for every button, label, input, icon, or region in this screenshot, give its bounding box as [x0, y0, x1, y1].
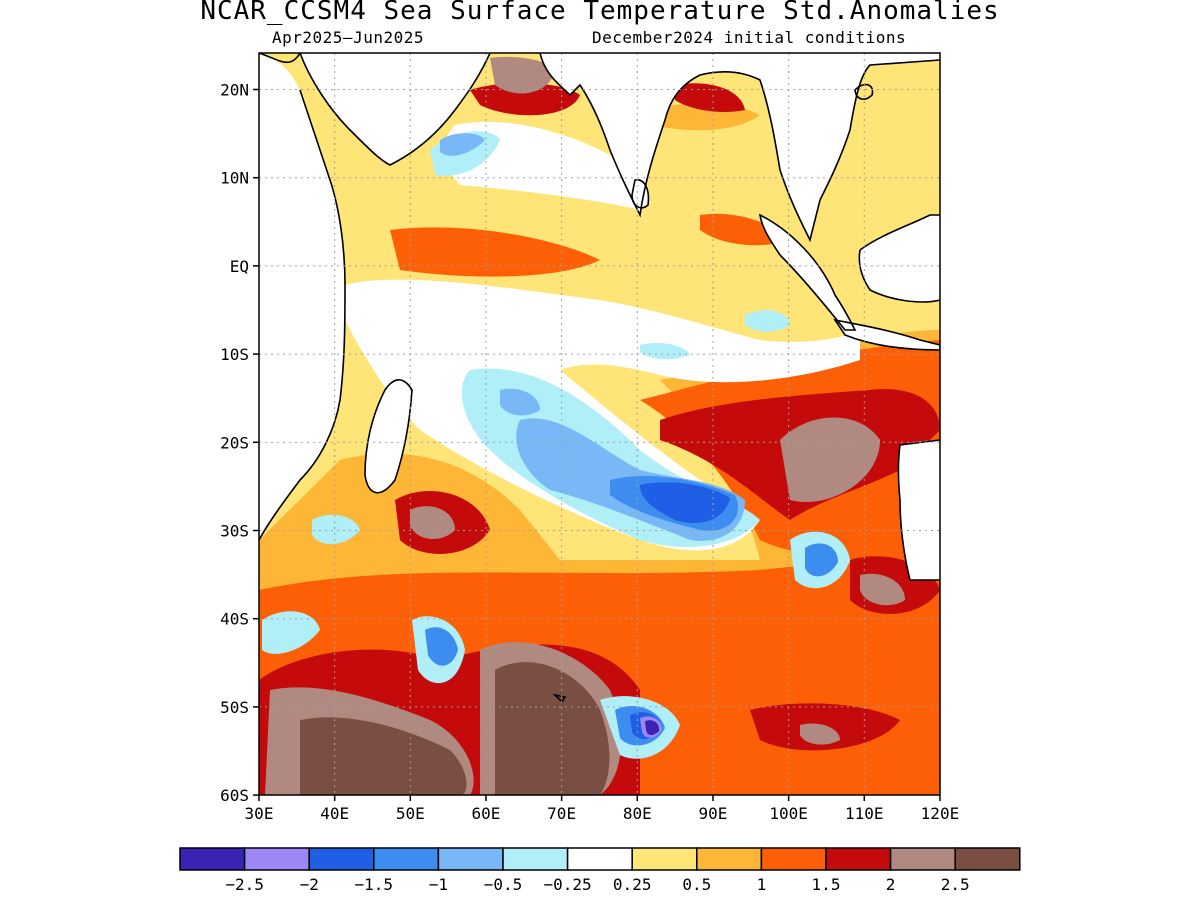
land-australia — [898, 440, 940, 580]
near-zero-band — [345, 279, 860, 551]
contour-s-darkbrown — [495, 662, 610, 795]
color-scale-label: 0.25 — [613, 875, 652, 894]
land-madagascar — [365, 379, 412, 493]
anomaly-field — [259, 53, 940, 795]
blue-band-3 — [640, 482, 730, 524]
w-cyan — [262, 611, 320, 654]
lat-label: 30S — [220, 522, 249, 541]
contour-arabia-red — [470, 83, 580, 116]
latitude-labels: 20N 10N EQ 10S 20S 30S 40S 50S 60S — [220, 81, 259, 805]
plot-frame — [258, 52, 941, 796]
land-africa — [259, 53, 345, 540]
coast-borneo — [858, 214, 940, 303]
color-swatch — [179, 847, 246, 871]
initial-conditions: December2024 initial conditions — [592, 28, 907, 47]
color-swatch — [373, 847, 440, 871]
color-scale-label: −0.5 — [484, 875, 523, 894]
sw-cyan — [312, 514, 360, 545]
coast-africa-north — [259, 53, 301, 64]
color-swatch — [760, 847, 827, 871]
land-sumatra — [760, 215, 855, 330]
color-swatch — [889, 847, 956, 871]
color-scale-label: −1.5 — [355, 875, 394, 894]
lon-label: 70E — [547, 804, 576, 823]
contour-arabia-brown — [490, 56, 555, 94]
longitude-labels: 30E 40E 50E 60E 70E 80E 90E 100E 110E 120E — [245, 795, 960, 823]
s-deep-purple — [645, 720, 660, 736]
lon-label: 110E — [845, 804, 884, 823]
coast-australia — [897, 439, 940, 581]
color-scale-labels: −2.5 −2 −1.5 −1 −0.5 −0.25 0.25 0.5 1 1.5 2 2.5 — [225, 875, 969, 894]
color-scale-label: −0.25 — [544, 875, 592, 894]
coast-sumatra — [758, 213, 857, 331]
color-swatch — [825, 847, 892, 871]
forecast-period: Apr2025–Jun2025 — [272, 28, 424, 47]
lon-label: 100E — [769, 804, 808, 823]
se-blue — [805, 543, 838, 577]
lat-label: 20S — [220, 433, 249, 452]
lon-label: 60E — [472, 804, 501, 823]
lat-label: 50S — [220, 698, 249, 717]
coast-africa-east — [259, 89, 346, 541]
lat-label: 20N — [220, 81, 249, 100]
coast-hainan — [854, 83, 874, 100]
lat-label: EQ — [230, 257, 249, 276]
color-scale-label: 2.5 — [941, 875, 970, 894]
color-scale-label: −2 — [300, 875, 319, 894]
graticule — [259, 53, 940, 795]
color-swatch — [502, 847, 569, 871]
color-scale-bar — [179, 847, 1021, 871]
contour-bob-deep-orange — [700, 213, 790, 246]
contour-sw-darkbrown — [300, 717, 467, 795]
coast-kerguelen — [552, 693, 567, 704]
lon-label: 30E — [245, 804, 274, 823]
land-borneo — [859, 215, 940, 302]
color-swatch — [631, 847, 698, 871]
coast-sri-lanka — [631, 179, 650, 209]
lon-label: 120E — [921, 804, 960, 823]
coast-java — [833, 318, 940, 351]
color-scale-label: −1 — [429, 875, 448, 894]
contour-sse-brown — [800, 723, 840, 745]
coast-india-indochina — [539, 53, 940, 243]
contour-eq-deep-orange — [390, 227, 600, 277]
color-swatch — [696, 847, 763, 871]
contour-bay-red — [675, 83, 745, 112]
land-asia — [259, 53, 940, 240]
coastlines — [259, 53, 940, 704]
map-title: NCAR_CCSM4 Sea Surface Temperature Std.A… — [200, 0, 1000, 26]
coast-arabia — [299, 53, 491, 166]
lat-label: 10S — [220, 345, 249, 364]
color-scale-label: −2.5 — [225, 875, 264, 894]
color-scale-label: 1 — [757, 875, 767, 894]
lat-label: 60S — [220, 786, 249, 805]
blue-blob-1 — [500, 388, 540, 416]
color-swatch — [243, 847, 310, 871]
lon-label: 80E — [623, 804, 652, 823]
color-scale-label: 0.5 — [682, 875, 711, 894]
color-swatch — [566, 847, 633, 871]
color-swatch — [308, 847, 375, 871]
lon-label: 90E — [699, 804, 728, 823]
land-java — [835, 320, 940, 350]
lat-label: 40S — [220, 610, 249, 629]
contour-se-brown — [860, 573, 905, 606]
lon-label: 40E — [320, 804, 349, 823]
color-scale-label: 2 — [886, 875, 896, 894]
contour-east-brown — [780, 417, 880, 502]
arabian-sea-blue — [440, 133, 485, 156]
land-sri-lanka — [632, 179, 649, 208]
lat-label: 10N — [220, 169, 249, 188]
eq-east-cyan — [745, 310, 790, 332]
lon-label: 50E — [396, 804, 425, 823]
color-swatch — [437, 847, 504, 871]
eq-cyan-small — [640, 343, 690, 360]
s-blue — [425, 627, 458, 666]
color-scale-label: 1.5 — [812, 875, 841, 894]
color-swatch — [954, 847, 1021, 871]
